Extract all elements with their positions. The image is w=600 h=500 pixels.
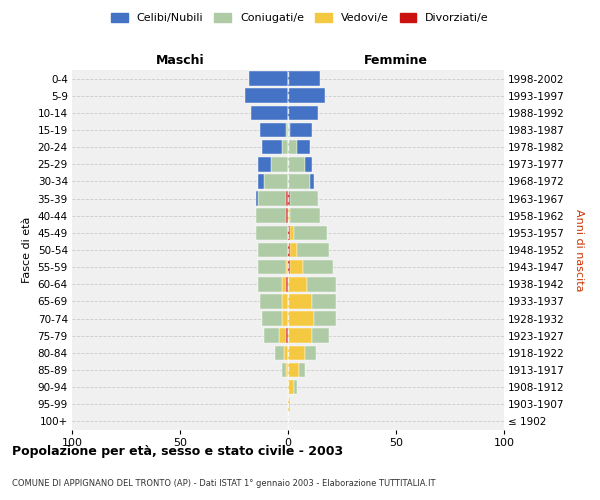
Bar <box>307 277 335 291</box>
Bar <box>288 72 320 86</box>
Bar <box>295 380 296 394</box>
Text: Popolazione per età, sesso e stato civile - 2003: Popolazione per età, sesso e stato civil… <box>12 444 343 458</box>
Bar <box>288 242 290 258</box>
Bar <box>314 312 335 326</box>
Bar <box>258 157 271 172</box>
Bar <box>264 174 288 188</box>
Bar <box>288 192 290 206</box>
Bar <box>280 328 286 343</box>
Bar <box>245 88 288 103</box>
Bar <box>288 157 305 172</box>
Bar <box>296 140 310 154</box>
Bar <box>249 72 288 86</box>
Bar <box>286 328 288 343</box>
Bar <box>264 328 280 343</box>
Bar <box>256 226 288 240</box>
Bar <box>305 346 316 360</box>
Bar <box>284 346 288 360</box>
Bar <box>258 174 264 188</box>
Bar <box>288 397 290 411</box>
Bar <box>290 260 303 274</box>
Bar <box>286 208 288 223</box>
Bar <box>288 88 325 103</box>
Bar <box>288 294 312 308</box>
Y-axis label: Anni di nascita: Anni di nascita <box>574 209 584 291</box>
Bar <box>312 294 335 308</box>
Bar <box>296 242 329 258</box>
Bar <box>288 106 318 120</box>
Bar <box>299 362 305 378</box>
Bar <box>288 328 312 343</box>
Bar <box>310 174 314 188</box>
Bar <box>286 260 288 274</box>
Text: Maschi: Maschi <box>155 54 205 68</box>
Bar <box>258 242 288 258</box>
Bar <box>288 312 314 326</box>
Bar <box>288 277 307 291</box>
Bar <box>281 140 288 154</box>
Bar <box>288 122 290 138</box>
Bar <box>281 312 288 326</box>
Text: Femmine: Femmine <box>364 54 428 68</box>
Bar <box>262 312 281 326</box>
Bar <box>288 208 290 223</box>
Bar <box>288 362 299 378</box>
Bar <box>260 122 286 138</box>
Y-axis label: Fasce di età: Fasce di età <box>22 217 32 283</box>
Bar <box>290 226 295 240</box>
Bar <box>262 140 281 154</box>
Bar <box>290 122 312 138</box>
Bar <box>303 260 334 274</box>
Bar <box>286 362 288 378</box>
Bar <box>288 226 290 240</box>
Bar <box>305 157 312 172</box>
Bar <box>288 260 290 274</box>
Bar <box>281 277 286 291</box>
Bar <box>288 140 296 154</box>
Legend: Celibi/Nubili, Coniugati/e, Vedovi/e, Divorziati/e: Celibi/Nubili, Coniugati/e, Vedovi/e, Di… <box>107 8 493 28</box>
Bar <box>258 260 286 274</box>
Bar <box>251 106 288 120</box>
Text: COMUNE DI APPIGNANO DEL TRONTO (AP) - Dati ISTAT 1° gennaio 2003 - Elaborazione : COMUNE DI APPIGNANO DEL TRONTO (AP) - Da… <box>12 478 436 488</box>
Bar <box>290 242 296 258</box>
Bar <box>281 294 288 308</box>
Bar <box>286 122 288 138</box>
Bar <box>286 192 288 206</box>
Bar <box>258 192 286 206</box>
Bar <box>290 192 318 206</box>
Bar <box>271 157 288 172</box>
Bar <box>258 277 281 291</box>
Bar <box>288 174 310 188</box>
Bar <box>290 208 320 223</box>
Bar <box>275 346 284 360</box>
Bar <box>312 328 329 343</box>
Bar <box>256 208 286 223</box>
Bar <box>288 380 295 394</box>
Bar <box>288 346 305 360</box>
Bar <box>260 294 281 308</box>
Bar <box>281 362 286 378</box>
Bar <box>256 192 258 206</box>
Bar <box>286 277 288 291</box>
Bar <box>295 226 327 240</box>
